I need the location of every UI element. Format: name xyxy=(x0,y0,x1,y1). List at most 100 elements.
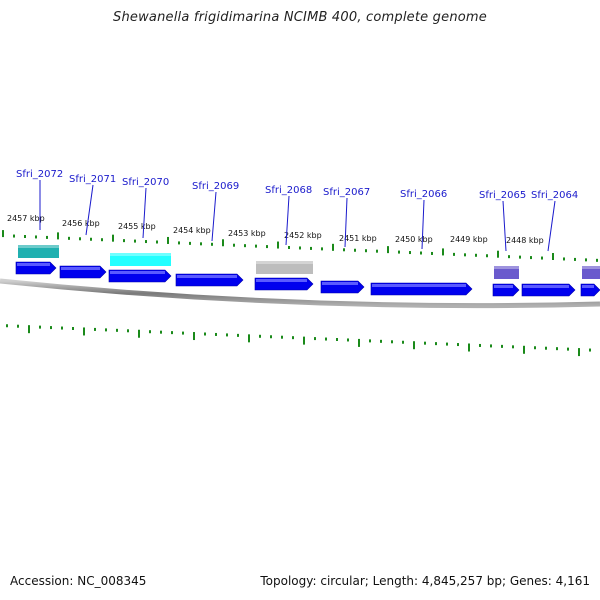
outer-tick xyxy=(233,243,235,247)
inner-tick xyxy=(6,324,8,328)
outer-tick xyxy=(310,246,312,250)
gene-label[interactable]: Sfri_2070 xyxy=(122,177,169,188)
inner-tick xyxy=(501,344,503,348)
outer-tick xyxy=(497,250,499,258)
outer-tick xyxy=(244,244,246,248)
inner-tick xyxy=(39,325,41,329)
outer-tick xyxy=(431,251,433,255)
gene-leader-line xyxy=(421,199,425,250)
feature-box-purple xyxy=(582,266,600,279)
outer-tick xyxy=(2,230,4,238)
outer-tick xyxy=(486,254,488,258)
outer-tick-ring xyxy=(2,230,598,262)
outer-tick xyxy=(332,243,334,251)
outer-tick xyxy=(277,241,279,249)
inner-tick xyxy=(589,348,591,352)
inner-tick xyxy=(61,326,63,330)
feature-box-teal xyxy=(18,245,59,258)
outer-tick xyxy=(552,253,554,260)
kbp-label: 2449 kbp xyxy=(450,235,488,244)
inner-tick xyxy=(567,347,569,351)
inner-tick xyxy=(116,328,118,332)
inner-tick xyxy=(534,346,536,350)
outer-tick xyxy=(68,236,70,240)
genome-backbone xyxy=(0,278,600,309)
cds-arrow-highlight xyxy=(17,263,50,266)
inner-tick xyxy=(413,341,415,350)
kbp-label: 2452 kbp xyxy=(284,231,322,240)
outer-tick xyxy=(464,253,466,257)
inner-tick xyxy=(259,334,261,338)
outer-tick xyxy=(57,232,59,240)
inner-tick xyxy=(248,334,250,343)
outer-tick xyxy=(563,257,565,261)
inner-tick xyxy=(28,325,30,334)
gene-label[interactable]: Sfri_2065 xyxy=(479,190,526,201)
outer-tick xyxy=(409,251,411,255)
gene-label[interactable]: Sfri_2067 xyxy=(323,187,370,198)
kbp-scale: 2457 kbp 2456 kbp 2455 kbp 2454 kbp 2453 kbp… xyxy=(7,214,544,245)
inner-tick xyxy=(358,338,360,347)
outer-tick xyxy=(321,247,323,251)
gene-label[interactable]: Sfri_2068 xyxy=(265,185,312,196)
feature-box-cyan xyxy=(110,253,171,266)
outer-tick xyxy=(79,237,81,241)
outer-tick xyxy=(178,241,180,245)
outer-tick xyxy=(585,258,587,262)
feature-track xyxy=(18,245,600,279)
outer-tick xyxy=(530,256,532,260)
inner-tick xyxy=(171,331,173,335)
inner-tick xyxy=(435,342,437,346)
inner-tick xyxy=(402,340,404,344)
inner-tick xyxy=(204,332,206,336)
kbp-label: 2457 kbp xyxy=(7,214,45,223)
outer-tick xyxy=(167,236,169,244)
outer-tick xyxy=(343,248,345,252)
cds-arrow-highlight xyxy=(322,282,358,285)
accession-text: Accession: NC_008345 xyxy=(10,574,147,588)
gene-label[interactable]: Sfri_2064 xyxy=(531,190,578,201)
inner-tick xyxy=(545,346,547,350)
outer-tick xyxy=(541,256,543,260)
inner-tick xyxy=(578,348,580,357)
kbp-label: 2456 kbp xyxy=(62,219,100,228)
kbp-label: 2448 kbp xyxy=(506,236,544,245)
gene-label[interactable]: Sfri_2071 xyxy=(69,174,116,185)
inner-tick xyxy=(490,344,492,348)
gene-label[interactable]: Sfri_2072 xyxy=(16,169,63,180)
gene-label[interactable]: Sfri_2069 xyxy=(192,181,239,192)
inner-tick xyxy=(127,329,129,333)
inner-tick xyxy=(347,338,349,342)
outer-tick xyxy=(354,248,356,252)
cds-arrow-highlight xyxy=(582,285,594,288)
inner-tick xyxy=(380,339,382,343)
inner-tick xyxy=(193,332,195,341)
cds-arrow-highlight xyxy=(256,279,307,282)
outer-tick xyxy=(508,255,510,259)
gene-label[interactable]: Sfri_2066 xyxy=(400,189,447,200)
outer-tick xyxy=(46,235,48,239)
gene-leader-line xyxy=(344,197,348,248)
inner-tick xyxy=(270,335,272,339)
outer-tick xyxy=(222,239,224,247)
cds-arrow-highlight xyxy=(372,284,466,287)
gene-leader-line xyxy=(502,200,507,252)
inner-tick-ring xyxy=(6,324,591,357)
inner-tick xyxy=(369,339,371,343)
gene-leader-line xyxy=(142,187,147,239)
gene-leader-line xyxy=(85,184,94,236)
outer-tick xyxy=(123,239,125,243)
feature-box-gray xyxy=(256,261,313,274)
outer-tick xyxy=(200,242,202,246)
outer-tick xyxy=(596,258,598,262)
outer-tick xyxy=(519,255,521,259)
inner-tick xyxy=(149,330,151,334)
outer-tick xyxy=(574,257,576,261)
kbp-label: 2450 kbp xyxy=(395,235,433,244)
inner-tick xyxy=(314,337,316,341)
outer-tick xyxy=(475,253,477,257)
outer-tick xyxy=(101,238,103,242)
kbp-label: 2455 kbp xyxy=(118,222,156,231)
inner-tick xyxy=(105,328,107,332)
